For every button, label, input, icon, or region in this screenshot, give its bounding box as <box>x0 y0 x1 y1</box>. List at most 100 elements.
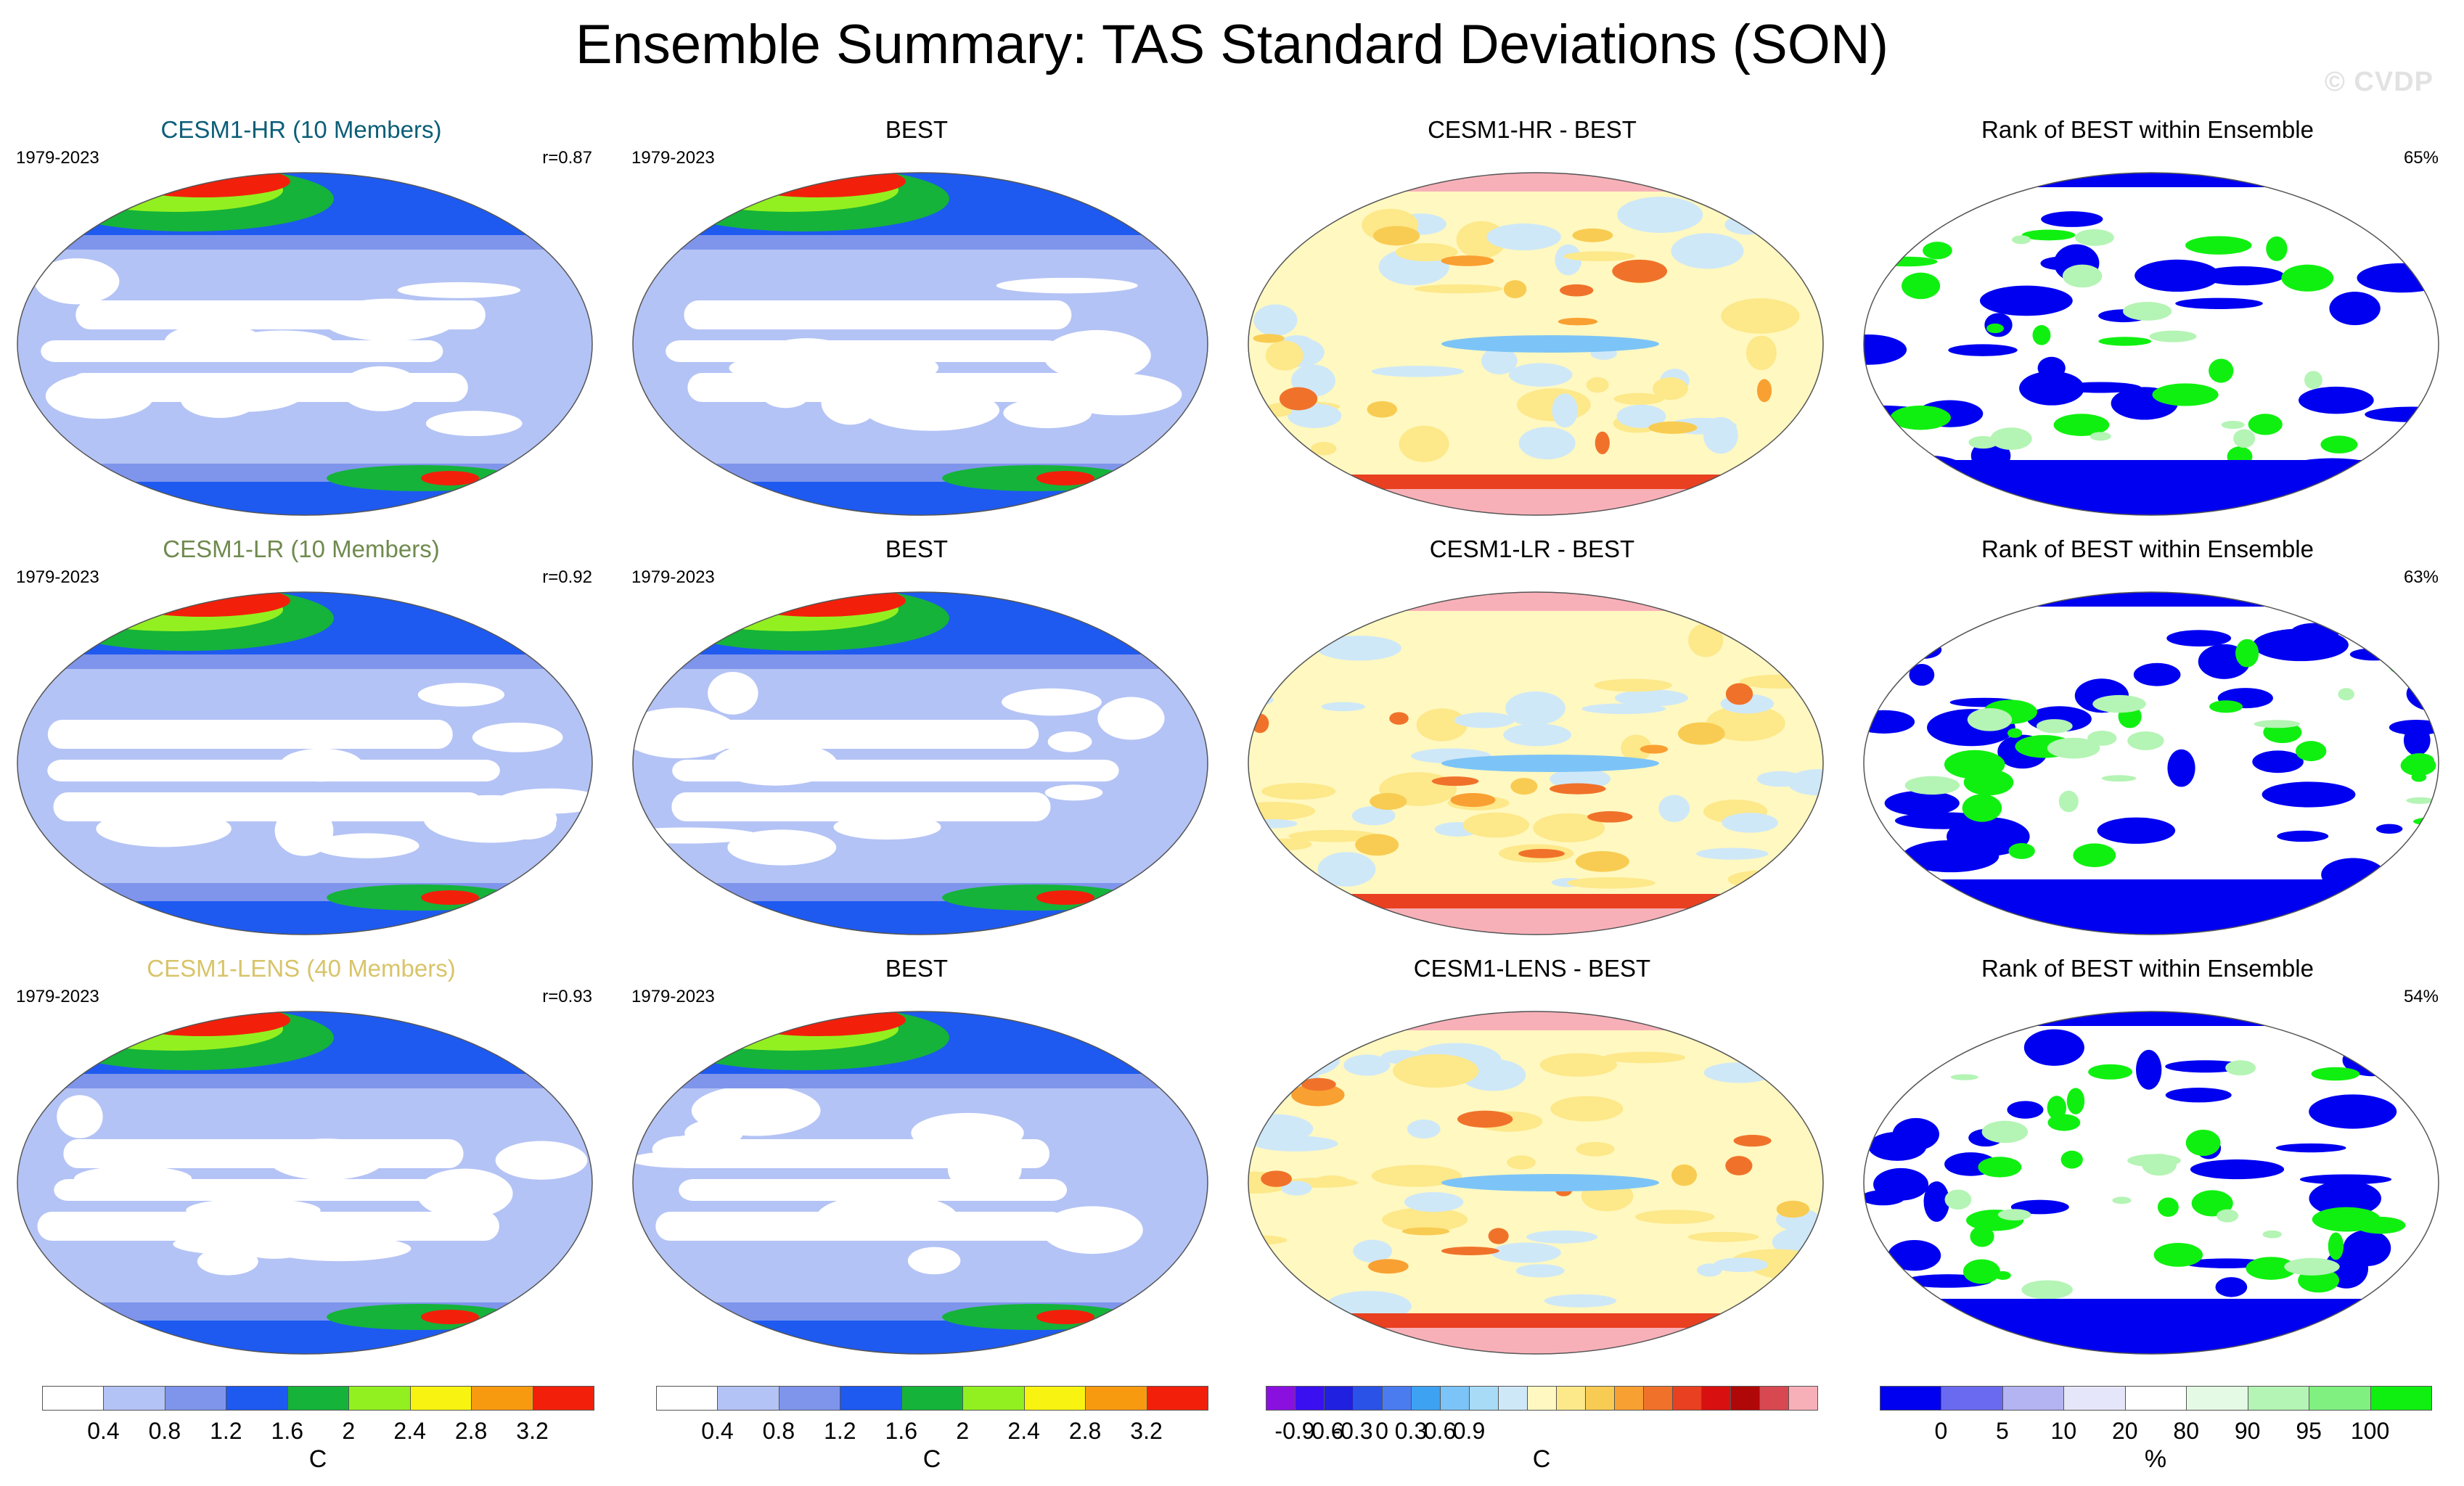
panel-title: Rank of BEST within Ensemble <box>1981 116 2314 143</box>
low-variance-patch <box>417 1168 513 1219</box>
colorbar-tick-label: -0.6 <box>1303 1418 1344 1444</box>
low-variance-patch <box>1047 731 1092 752</box>
high-rank-patch <box>1890 405 1951 430</box>
low-variance-patch <box>1055 373 1182 416</box>
colorbar-tick-label: 0 <box>1375 1418 1388 1444</box>
anomaly-patch <box>1414 284 1503 294</box>
positive-anomaly-patch <box>1776 1200 1810 1218</box>
anomaly-patch <box>1404 1191 1464 1212</box>
high-rank-patch <box>2053 414 2110 436</box>
high-rank-patch <box>2410 446 2430 468</box>
colorbar-box <box>1469 1386 1499 1411</box>
low-variance-patch <box>495 1141 588 1180</box>
colorbar-box <box>2309 1386 2371 1411</box>
high-rank-patch <box>2387 647 2421 676</box>
negative-anomaly-patch <box>1441 1174 1659 1191</box>
mid-rank-patch <box>2225 1060 2256 1076</box>
low-variance-patch <box>279 748 364 782</box>
positive-anomaly-patch <box>1503 280 1527 298</box>
pattern-correlation: r=0.92 <box>542 567 592 587</box>
low-variance-patch <box>763 385 809 409</box>
colorbar-tick-label: 2 <box>342 1418 356 1444</box>
mid-rank-patch <box>1944 1189 1972 1210</box>
map-outline <box>1248 1011 1824 1355</box>
colorbar-tick-label: 3.2 <box>1130 1418 1163 1444</box>
anomaly-patch <box>1395 243 1458 262</box>
positive-anomaly-patch <box>1370 792 1407 810</box>
positive-anomaly-patch <box>1518 849 1565 858</box>
colorbar-box <box>1759 1386 1789 1411</box>
anomaly-patch <box>1745 335 1777 371</box>
anomaly-patch <box>1491 1242 1561 1263</box>
panel-period: 1979-2023 <box>631 567 715 587</box>
positive-anomaly-patch <box>1488 1228 1509 1244</box>
colorbar-tick-label: 0.4 <box>701 1418 734 1444</box>
panel-title: BEST <box>885 116 949 143</box>
mid-rank-patch <box>1997 1209 2031 1220</box>
anomaly-patch <box>1706 705 1785 742</box>
low-rank-patch <box>2167 749 2195 787</box>
anomaly-patch <box>1416 708 1468 742</box>
high-rank-patch <box>1877 256 1938 267</box>
high-rank-patch <box>2246 1257 2296 1280</box>
high-rank-patch <box>2185 236 2252 255</box>
colorbar-tick-label: 0.4 <box>87 1418 120 1444</box>
mid-rank-patch <box>2021 1280 2073 1300</box>
low-variance-patch <box>314 833 419 858</box>
panel-period: 1979-2023 <box>16 987 99 1006</box>
colorbar-unit: C <box>308 1445 327 1473</box>
low-rank-patch <box>2175 297 2263 309</box>
colorbar-boxes <box>42 1386 594 1411</box>
positive-anomaly-patch <box>1572 228 1613 242</box>
low-rank-patch <box>2252 628 2349 662</box>
high-rank-patch <box>1962 794 2002 822</box>
low-rank-patch <box>1923 1181 1950 1222</box>
anomaly-patch <box>1740 674 1820 689</box>
low-variance-patch <box>173 1233 316 1256</box>
colorbar-box <box>962 1386 1025 1411</box>
low-rank-patch <box>2299 1174 2392 1185</box>
low-variance-patch <box>708 672 758 715</box>
low-variance-patch <box>472 722 563 752</box>
rank-map <box>1863 1011 2439 1355</box>
low-rank-patch <box>2252 750 2304 773</box>
antarctic-band <box>633 901 1208 935</box>
colorbar-tick-label: 2.8 <box>454 1418 488 1444</box>
low-variance-patch <box>633 707 740 759</box>
anomaly-patch <box>1621 734 1652 762</box>
mid-rank-patch <box>2012 235 2031 245</box>
low-variance-patch <box>57 1095 103 1138</box>
mid-rank-patch <box>2149 330 2197 342</box>
colorbar-tick-label: 1.2 <box>210 1418 242 1444</box>
antarctic-patch <box>421 890 479 905</box>
low-rank-patch <box>1888 1240 1941 1271</box>
colorbar-box <box>840 1386 902 1411</box>
colorbar-box <box>778 1386 841 1411</box>
low-variance-patch <box>34 258 120 305</box>
mid-rank-patch <box>2254 720 2300 728</box>
positive-anomaly-patch <box>1671 1164 1698 1186</box>
colorbar-box <box>1440 1386 1470 1411</box>
low-variance-patch <box>833 814 941 840</box>
colorbar-tick-label: 1.2 <box>824 1418 856 1444</box>
low-rank-patch <box>2007 1101 2044 1119</box>
panel-obs-row2: BEST 1979-2023 <box>615 534 1218 940</box>
positive-anomaly-patch <box>1677 722 1725 745</box>
anomaly-patch <box>1343 1054 1391 1076</box>
positive-anomaly-patch <box>1733 1134 1772 1147</box>
antarctic-patch <box>421 1310 479 1324</box>
colorbar-box <box>532 1386 594 1411</box>
anomaly-patch <box>1563 251 1635 261</box>
colorbar-tick-label: 2.8 <box>1068 1418 1102 1444</box>
anomaly-patch <box>1317 636 1401 661</box>
low-variance-patch <box>713 742 838 786</box>
mid-rank-patch <box>2221 420 2245 430</box>
antarctic-band <box>17 1321 592 1354</box>
mid-rank-patch <box>2075 229 2114 246</box>
colorbar-tick-label: 80 <box>2173 1418 2200 1444</box>
low-variance-band <box>671 792 1051 821</box>
low-rank-patch <box>2275 1143 2346 1153</box>
colorbar-box <box>42 1386 105 1411</box>
low-rank-patch <box>1864 1190 1905 1206</box>
anomaly-patch <box>1539 1053 1617 1077</box>
